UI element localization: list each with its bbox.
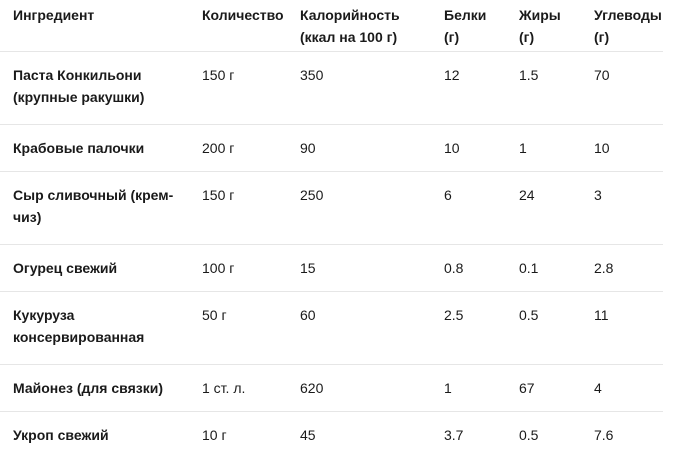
cell-fat: 67 <box>506 364 581 412</box>
cell-calories: 90 <box>287 124 431 172</box>
cell-quantity: 200 г <box>189 124 287 172</box>
header-calories: Калорийность (ккал на 100 г) <box>287 0 431 52</box>
cell-calories: 250 <box>287 171 431 245</box>
cell-quantity: 100 г <box>189 244 287 292</box>
cell-fat: 24 <box>506 171 581 245</box>
table-row: Паста Конкильони (крупные ракушки) 150 г… <box>0 51 663 125</box>
table-row: Огурец свежий 100 г 15 0.8 0.1 2.8 <box>0 244 663 292</box>
cell-carbs: 11 <box>581 291 663 365</box>
cell-carbs: 10 <box>581 124 663 172</box>
cell-carbs: 4 <box>581 364 663 412</box>
cell-quantity: 150 г <box>189 51 287 125</box>
cell-calories: 15 <box>287 244 431 292</box>
cell-carbs: 7.6 <box>594 426 614 443</box>
cell-fat: 1.5 <box>506 51 581 125</box>
cell-ingredient: Сыр сливочный (крем-чиз) <box>0 171 189 245</box>
cell-protein: 6 <box>431 171 506 245</box>
cell-fat: 0.5 <box>519 426 539 443</box>
cell-ingredient: Укроп свежий <box>13 426 109 443</box>
cell-ingredient: Майонез (для связки) <box>0 364 189 412</box>
cell-quantity: 150 г <box>189 171 287 245</box>
cell-carbs: 70 <box>581 51 663 125</box>
cell-protein: 0.8 <box>431 244 506 292</box>
cell-protein: 1 <box>431 364 506 412</box>
table-header: Ингредиент Количество Калорийность (ккал… <box>0 0 663 52</box>
cell-quantity: 10 г <box>202 426 227 443</box>
cell-fat: 0.1 <box>506 244 581 292</box>
cell-calories: 45 <box>300 426 316 443</box>
cell-fat: 1 <box>506 124 581 172</box>
cell-quantity: 50 г <box>189 291 287 365</box>
header-fat: Жиры (г) <box>506 0 581 52</box>
table-row: Сыр сливочный (крем-чиз) 150 г 250 6 24 … <box>0 171 663 245</box>
cell-calories: 350 <box>287 51 431 125</box>
cell-ingredient: Кукуруза консервированная <box>0 291 189 365</box>
table-row: Укроп свежий 10 г 45 3.7 0.5 7.6 <box>0 411 663 458</box>
cell-protein: 12 <box>431 51 506 125</box>
header-quantity: Количество <box>189 0 287 52</box>
table-body: Паста Конкильони (крупные ракушки) 150 г… <box>0 51 663 458</box>
cell-quantity: 1 ст. л. <box>189 364 287 412</box>
cell-protein: 2.5 <box>431 291 506 365</box>
table-row: Кукуруза консервированная 50 г 60 2.5 0.… <box>0 291 663 365</box>
header-ingredient: Ингредиент <box>0 0 189 52</box>
header-protein: Белки (г) <box>431 0 506 52</box>
cell-protein: 10 <box>431 124 506 172</box>
table-row: Крабовые палочки 200 г 90 10 1 10 <box>0 124 663 172</box>
cell-carbs: 2.8 <box>581 244 663 292</box>
header-row: Ингредиент Количество Калорийность (ккал… <box>0 0 663 52</box>
cell-fat: 0.5 <box>506 291 581 365</box>
cell-calories: 620 <box>287 364 431 412</box>
header-carbs: Углеводы (г) <box>581 0 663 52</box>
cell-ingredient: Огурец свежий <box>0 244 189 292</box>
cell-ingredient: Крабовые палочки <box>0 124 189 172</box>
cell-protein: 3.7 <box>444 426 464 443</box>
cell-ingredient: Паста Конкильони (крупные ракушки) <box>0 51 189 125</box>
cell-carbs: 3 <box>581 171 663 245</box>
table-row: Майонез (для связки) 1 ст. л. 620 1 67 4 <box>0 364 663 412</box>
cell-calories: 60 <box>287 291 431 365</box>
